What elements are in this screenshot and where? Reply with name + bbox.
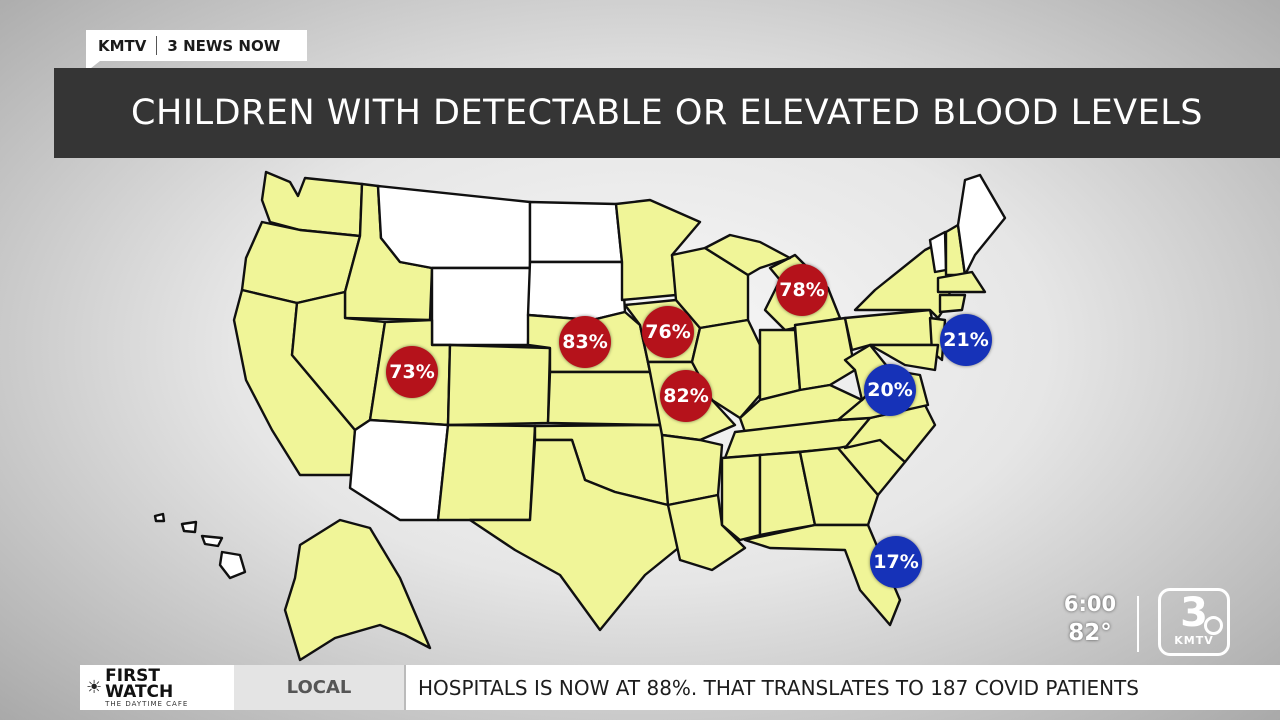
sponsor: ☀ FIRST WATCH THE DAYTIME CAFE <box>80 665 234 708</box>
clock-time: 6:00 <box>1063 592 1117 616</box>
state-alaska <box>283 518 432 662</box>
badge-utah: 73% <box>386 346 438 398</box>
state-ohio <box>793 316 857 392</box>
badge-missouri: 82% <box>660 370 712 422</box>
state-oregon <box>240 220 362 305</box>
clock-temp: 82° <box>1068 620 1112 646</box>
station-name: KMTV <box>98 36 147 55</box>
ticker-section: LOCAL <box>234 665 404 710</box>
logo-call-letters: KMTV <box>1174 634 1214 647</box>
state-new-mexico <box>436 423 537 522</box>
state-south-dakota <box>526 260 627 322</box>
state-montana <box>376 184 532 270</box>
time-temp: 6:00 82° <box>1060 592 1120 646</box>
badge-florida: 17% <box>870 536 922 588</box>
state-arizona <box>348 418 450 522</box>
badge-new-jersey: 21% <box>940 314 992 366</box>
clock-divider <box>1137 596 1139 652</box>
headline-bar: CHILDREN WITH DETECTABLE OR ELEVATED BLO… <box>54 68 1280 158</box>
state-maine <box>956 173 1007 277</box>
ticker-bar: ☀ FIRST WATCH THE DAYTIME CAFE LOCAL HOS… <box>80 665 1280 710</box>
badge-nebraska: 83% <box>559 316 611 368</box>
state-indiana <box>758 328 802 402</box>
state-hawaii-2 <box>180 520 198 534</box>
state-georgia <box>798 446 880 527</box>
state-hawaii-4 <box>218 550 247 580</box>
show-name: 3 NEWS NOW <box>167 36 281 55</box>
bug-tail <box>86 61 100 72</box>
state-colorado <box>446 343 552 427</box>
station-bug: KMTV 3 NEWS NOW <box>86 30 307 61</box>
badge-virginia: 20% <box>864 364 916 416</box>
state-louisiana <box>666 493 747 572</box>
badge-iowa: 76% <box>642 306 694 358</box>
logo-number: 3 <box>1180 590 1208 636</box>
state-north-dakota <box>528 200 624 264</box>
ticker-text: HOSPITALS IS NOW AT 88%. THAT TRANSLATES… <box>418 675 1139 700</box>
state-arkansas <box>660 433 724 507</box>
state-kansas <box>546 370 664 427</box>
state-mississippi <box>720 453 762 542</box>
state-michigan-upper <box>703 233 792 277</box>
state-connecticut <box>938 293 967 314</box>
sponsor-tagline: THE DAYTIME CAFE <box>105 699 189 708</box>
ticker-divider <box>404 665 406 710</box>
state-florida <box>743 523 902 627</box>
badge-michigan: 78% <box>776 264 828 316</box>
sunrise-icon: ☀ <box>86 677 103 698</box>
station-logo: 3 KMTV <box>1158 588 1230 656</box>
state-hawaii-3 <box>200 534 224 548</box>
state-hawaii-1 <box>153 512 166 523</box>
state-wyoming <box>430 266 532 347</box>
state-texas <box>468 438 684 632</box>
state-massachusetts <box>936 270 987 294</box>
sponsor-name: FIRST WATCH <box>105 665 174 702</box>
headline-text: CHILDREN WITH DETECTABLE OR ELEVATED BLO… <box>131 93 1203 133</box>
state-maryland <box>868 343 940 372</box>
bug-divider <box>156 36 158 55</box>
cbs-eye-icon <box>1204 616 1223 635</box>
